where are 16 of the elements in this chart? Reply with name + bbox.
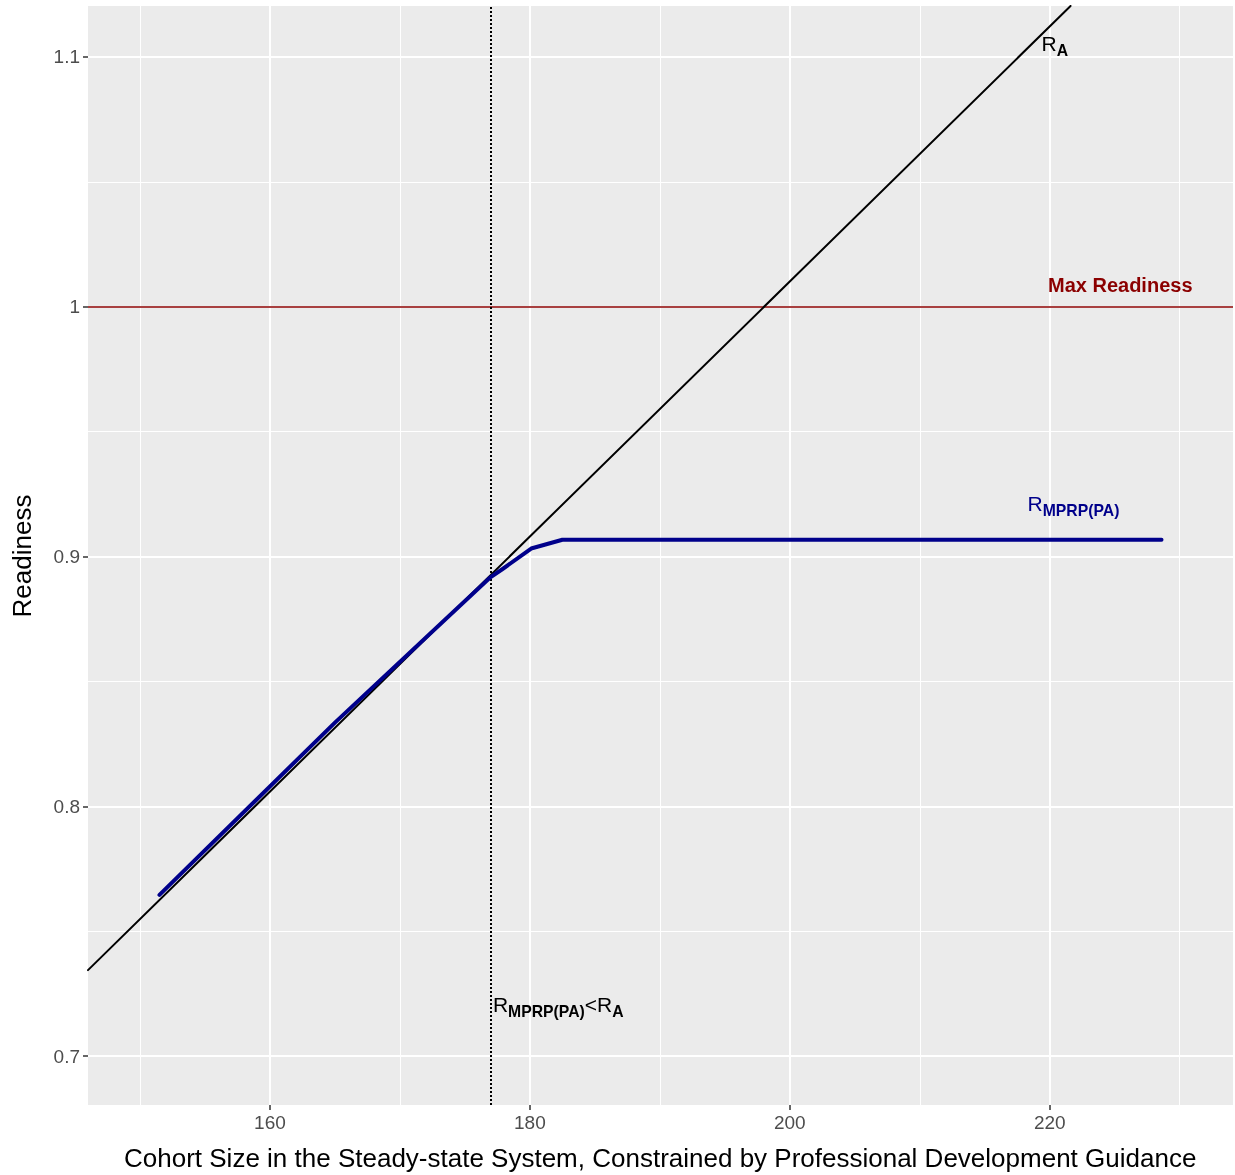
x-axis-title: Cohort Size in the Steady-state System, Constrained by Professional Development Guidance	[124, 1143, 1197, 1173]
ref-line-label: R$_{MPRP(PA)}$<R$_{A}$	[492, 992, 624, 1020]
y-tick-label: 1.1	[53, 46, 80, 68]
series-label: R$_{A}$	[1041, 32, 1069, 59]
y-tick-label: 0.8	[53, 795, 80, 817]
x-tick-label: 160	[254, 1112, 286, 1133]
y-axis-title: Readiness	[6, 494, 37, 618]
line-series	[157, 537, 1164, 897]
x-tick-label: 180	[514, 1112, 546, 1133]
x-tick-label: 220	[1033, 1112, 1066, 1133]
y-tick-label: 0.9	[53, 546, 80, 567]
series-label: R$_{MPRP(PA)}$	[1027, 491, 1120, 519]
y-tick-label: 0.7	[53, 1045, 80, 1067]
y-tick-label: 1	[69, 296, 80, 318]
x-tick-label: 200	[773, 1112, 806, 1133]
ref-line-label: Max Readiness	[1048, 273, 1193, 296]
